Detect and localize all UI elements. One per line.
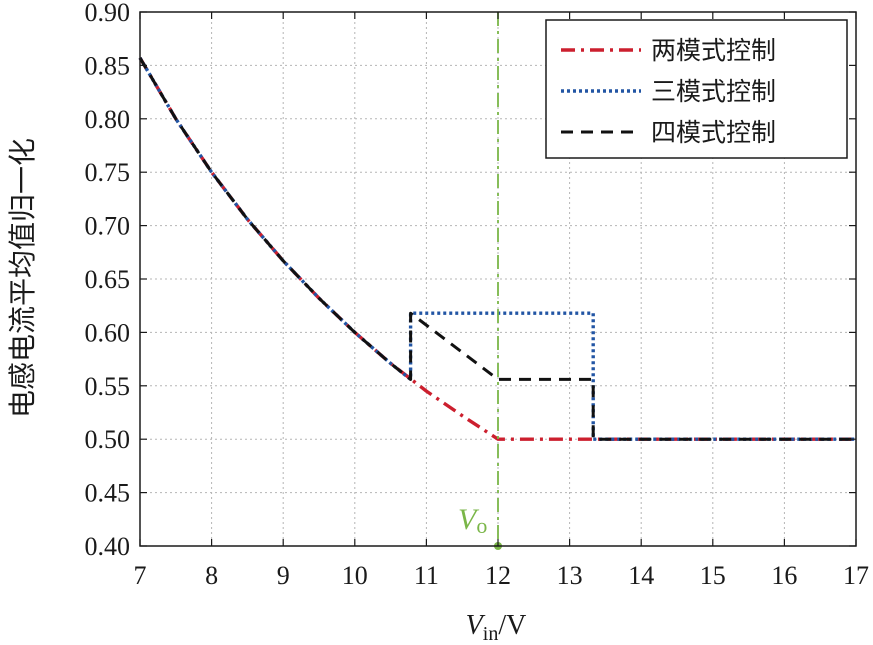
x-tick-label: 8	[205, 561, 218, 590]
y-tick-label: 0.75	[85, 158, 131, 187]
vo-label-sub: o	[476, 513, 487, 538]
x-tick-label: 17	[843, 561, 869, 590]
x-tick-label: 12	[485, 561, 511, 590]
x-axis-var: V	[466, 610, 486, 641]
y-tick-label: 0.45	[85, 479, 131, 508]
y-tick-label: 0.55	[85, 372, 131, 401]
x-tick-label: 15	[700, 561, 726, 590]
y-tick-label: 0.60	[85, 318, 131, 347]
y-tick-label: 0.65	[85, 265, 131, 294]
legend-label-2: 三模式控制	[651, 77, 776, 106]
y-tick-labels: 0.40 0.45 0.50 0.55 0.60 0.65 0.70 0.75 0.80 0.85…	[85, 0, 131, 561]
y-tick-label: 0.90	[85, 0, 131, 27]
x-tick-label: 7	[134, 561, 147, 590]
x-axis-sub: in	[483, 623, 499, 645]
vo-annotation: Vo	[458, 12, 502, 550]
y-axis-title: 电感电流平均值归一化	[6, 138, 39, 418]
x-tick-labels: 7 8 9 10 11 12 13 14 15 16 17	[134, 561, 870, 590]
y-tick-label: 0.50	[85, 425, 131, 454]
legend-box	[545, 19, 848, 159]
legend-label-1: 两模式控制	[651, 36, 776, 65]
axis-ticks	[139, 11, 857, 547]
x-axis-title: Vin/V	[466, 610, 527, 645]
plot-series	[138, 57, 856, 441]
y-tick-label: 0.40	[85, 532, 131, 561]
x-axis-unit: /V	[498, 610, 526, 641]
series-line-3	[138, 57, 856, 441]
vo-label-var: V	[458, 503, 480, 536]
y-tick-label: 0.80	[85, 105, 131, 134]
y-tick-label: 0.70	[85, 212, 131, 241]
x-tick-label: 11	[414, 561, 439, 590]
y-tick-label: 0.85	[85, 51, 131, 80]
x-tick-label: 13	[557, 561, 583, 590]
vo-label: Vo	[458, 503, 487, 538]
x-tick-label: 10	[342, 561, 368, 590]
legend-label-3: 四模式控制	[651, 118, 776, 147]
x-tick-label: 14	[628, 561, 654, 590]
x-tick-label: 9	[277, 561, 290, 590]
x-tick-label: 16	[771, 561, 797, 590]
